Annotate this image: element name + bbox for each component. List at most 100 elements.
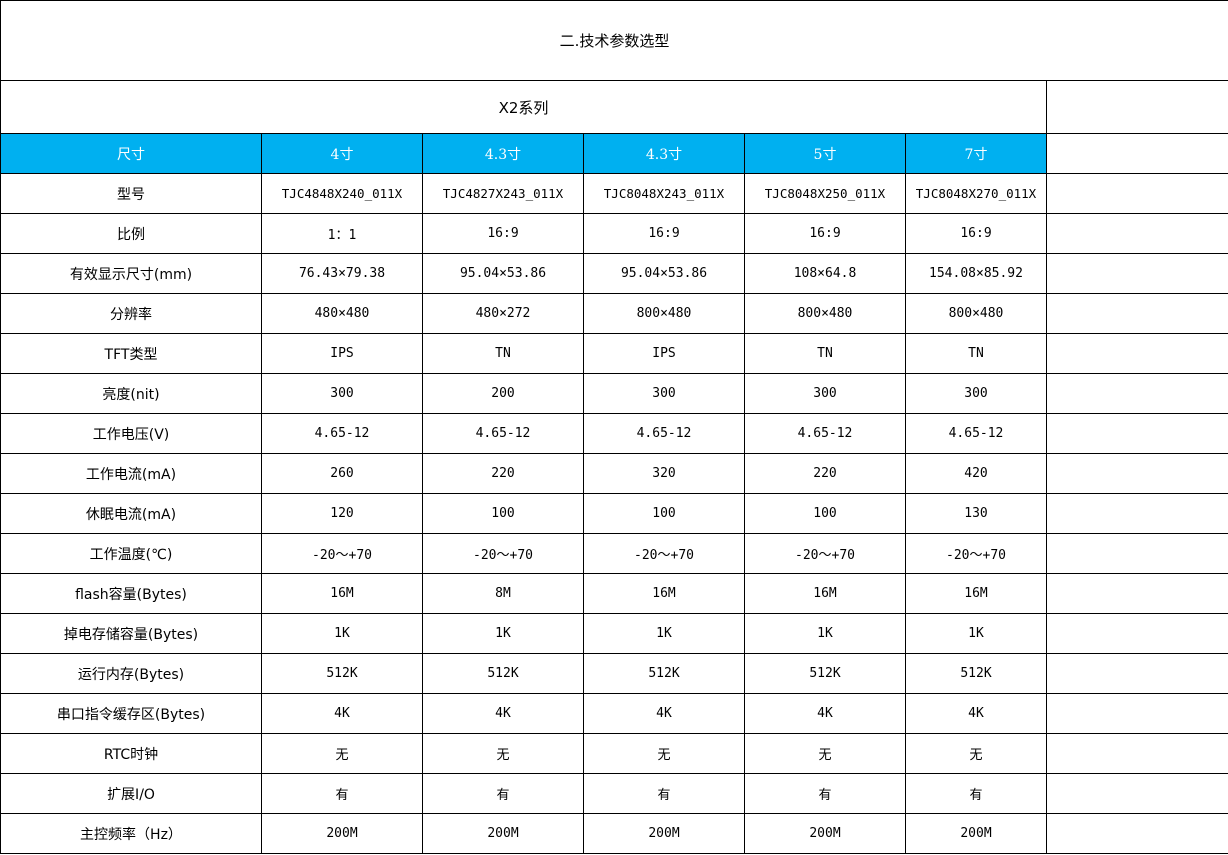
table-cell: -20～+70	[422, 533, 584, 574]
blank-cell	[1045, 653, 1228, 694]
table-cell: 有	[744, 773, 906, 814]
table-cell: 有	[905, 773, 1047, 814]
table-cell: -20～+70	[583, 533, 745, 574]
blank-cell	[1045, 453, 1228, 494]
table-cell: 1K	[744, 613, 906, 654]
table-cell: 无	[905, 733, 1047, 774]
blank-cell	[1045, 213, 1228, 254]
table-row: flash容量(Bytes) 16M 8M 16M 16M 16M	[0, 573, 1228, 614]
row-label: 有效显示尺寸(mm)	[0, 253, 262, 294]
header-size: 4.3寸	[583, 133, 745, 174]
table-cell: 有	[422, 773, 584, 814]
row-label: TFT类型	[0, 333, 262, 374]
table-cell: 512K	[583, 653, 745, 694]
table-cell: 300	[744, 373, 906, 414]
table-cell: TJC8048X250_011X	[744, 173, 906, 214]
header-size: 4寸	[261, 133, 423, 174]
table-cell: 300	[261, 373, 423, 414]
table-cell: 16M	[583, 573, 745, 614]
table-cell: 130	[905, 493, 1047, 534]
table-cell: 200M	[583, 813, 745, 854]
row-label: 分辨率	[0, 293, 262, 334]
table-cell: TN	[422, 333, 584, 374]
table-cell: 154.08×85.92	[905, 253, 1047, 294]
table-cell: 16M	[744, 573, 906, 614]
table-cell: 200M	[905, 813, 1047, 854]
table-cell: 800×480	[744, 293, 906, 334]
table-cell: 200M	[261, 813, 423, 854]
table-cell: 512K	[261, 653, 423, 694]
table-cell: TJC8048X243_011X	[583, 173, 745, 214]
row-label: 亮度(nit)	[0, 373, 262, 414]
table-cell: 320	[583, 453, 745, 494]
blank-cell	[1045, 493, 1228, 534]
table-cell: 95.04×53.86	[422, 253, 584, 294]
table-cell: 1：1	[261, 213, 423, 254]
table-cell: 220	[744, 453, 906, 494]
blank-cell	[1045, 813, 1228, 854]
row-label: 运行内存(Bytes)	[0, 653, 262, 694]
series-title: X2系列	[0, 80, 1047, 134]
blank-cell	[1045, 733, 1228, 774]
table-cell: 200M	[744, 813, 906, 854]
blank-cell	[1045, 373, 1228, 414]
table-cell: 4K	[583, 693, 745, 734]
table-cell: TJC8048X270_011X	[905, 173, 1047, 214]
table-cell: 95.04×53.86	[583, 253, 745, 294]
table-cell: 1K	[583, 613, 745, 654]
title-row: 二.技术参数选型	[0, 0, 1228, 81]
header-size: 4.3寸	[422, 133, 584, 174]
table-cell: 1K	[261, 613, 423, 654]
header-row: 尺寸 4寸 4.3寸 4.3寸 5寸 7寸	[0, 133, 1228, 174]
row-label: 工作电流(mA)	[0, 453, 262, 494]
table-cell: 16M	[905, 573, 1047, 614]
table-cell: 无	[583, 733, 745, 774]
blank-cell	[1045, 693, 1228, 734]
table-cell: TN	[744, 333, 906, 374]
table-cell: -20～+70	[905, 533, 1047, 574]
table-row: 扩展I/O 有有有有有	[0, 773, 1228, 814]
table-cell: 800×480	[905, 293, 1047, 334]
blank-cell	[1045, 533, 1228, 574]
table-cell: 300	[905, 373, 1047, 414]
table-row: 主控频率（Hz） 200M 200M 200M 200M 200M	[0, 813, 1228, 854]
table-cell: 108×64.8	[744, 253, 906, 294]
table-cell: -20～+70	[744, 533, 906, 574]
table-cell: 512K	[905, 653, 1047, 694]
table-cell: 4.65-12	[905, 413, 1047, 454]
table-cell: 4.65-12	[744, 413, 906, 454]
table-cell: 480×272	[422, 293, 584, 334]
table-row: 有效显示尺寸(mm) 76.43×79.38 95.04×53.86 95.04×53…	[0, 253, 1228, 294]
page-title: 二.技术参数选型	[0, 0, 1228, 81]
blank-cell	[1045, 413, 1228, 454]
table-cell: 16:9	[905, 213, 1047, 254]
table-row: 分辨率 480×480 480×272 800×480 800×480 800×480	[0, 293, 1228, 334]
table-cell: 16:9	[422, 213, 584, 254]
table-cell: 16:9	[744, 213, 906, 254]
table-row: 比例 1：1 16:9 16:9 16:9 16:9	[0, 213, 1228, 254]
row-label: 工作电压(V)	[0, 413, 262, 454]
table-cell: 4K	[422, 693, 584, 734]
table-row: 亮度(nit) 300 200 300 300 300	[0, 373, 1228, 414]
row-label: 串口指令缓存区(Bytes)	[0, 693, 262, 734]
table-cell: 无	[744, 733, 906, 774]
table-cell: 512K	[744, 653, 906, 694]
row-label: 比例	[0, 213, 262, 254]
blank-cell	[1045, 253, 1228, 294]
table-cell: TN	[905, 333, 1047, 374]
table-cell: 220	[422, 453, 584, 494]
row-label: 掉电存储容量(Bytes)	[0, 613, 262, 654]
table-cell: 有	[261, 773, 423, 814]
table-cell: 200	[422, 373, 584, 414]
table-cell: 4K	[905, 693, 1047, 734]
header-size: 7寸	[905, 133, 1047, 174]
table-row: 运行内存(Bytes) 512K 512K 512K 512K 512K	[0, 653, 1228, 694]
blank-cell	[1045, 573, 1228, 614]
row-label: 扩展I/O	[0, 773, 262, 814]
row-label: 工作温度(℃)	[0, 533, 262, 574]
table-row: 休眠电流(mA) 120 100 100 100 130	[0, 493, 1228, 534]
table-cell: -20～+70	[261, 533, 423, 574]
series-row: X2系列	[0, 80, 1228, 134]
blank-cell	[1045, 773, 1228, 814]
